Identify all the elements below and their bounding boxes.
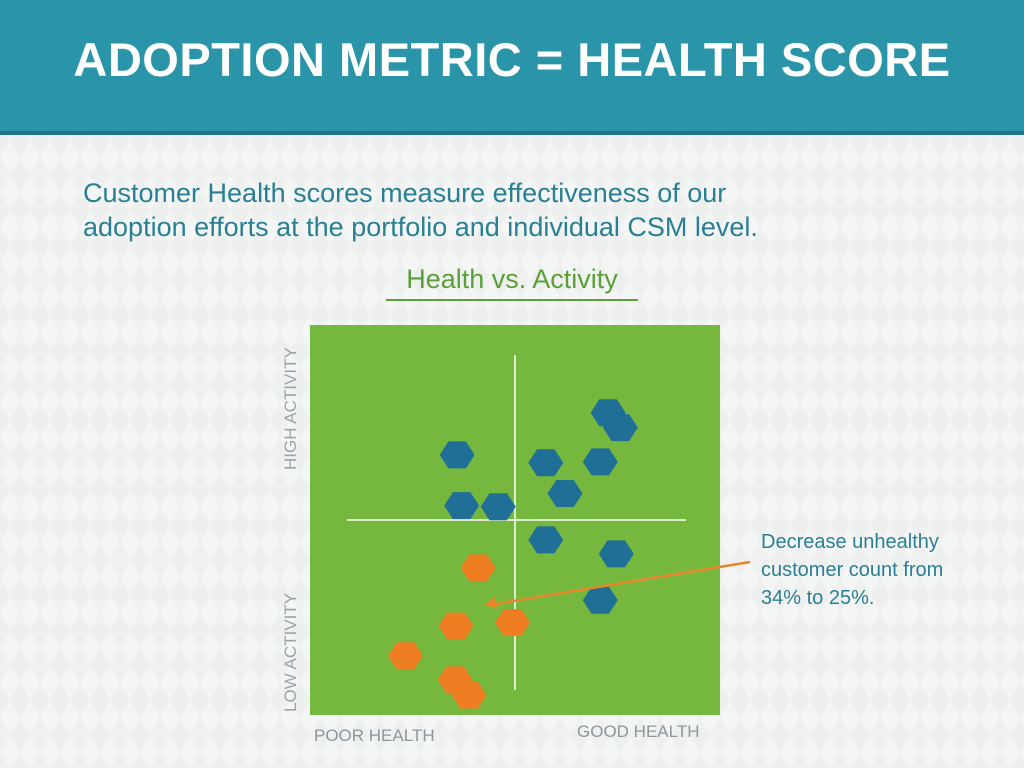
marker-group — [388, 399, 638, 709]
healthy-customer-marker — [480, 493, 516, 521]
chart-title: Health vs. Activity — [386, 264, 638, 301]
healthy-customer-marker — [598, 540, 634, 568]
unhealthy-customer-marker — [388, 642, 423, 670]
intro-text: Customer Health scores measure effective… — [83, 176, 943, 244]
annotation-arrowhead — [484, 596, 497, 609]
annotation-line-3: 34% to 25%. — [761, 587, 875, 609]
page-title: ADOPTION METRIC = HEALTH SCORE — [73, 33, 951, 86]
annotation-arrow — [492, 560, 751, 606]
intro-line-1: Customer Health scores measure effective… — [83, 178, 727, 208]
title-banner: ADOPTION METRIC = HEALTH SCORE — [0, 0, 1024, 135]
annotation-line-2: customer count from — [761, 559, 944, 581]
unhealthy-customer-marker — [451, 681, 487, 709]
x-axis-label-poor: POOR HEALTH — [314, 726, 435, 745]
healthy-customer-marker — [444, 492, 480, 520]
healthy-customer-marker — [582, 448, 618, 476]
intro-line-2: adoption efforts at the portfolio and in… — [83, 212, 758, 242]
annotation-line-1: Decrease unhealthy — [761, 531, 939, 553]
unhealthy-customer-marker — [495, 609, 530, 637]
healthy-customer-marker — [528, 449, 564, 477]
healthy-customer-marker — [528, 526, 564, 554]
x-axis-label-good: GOOD HEALTH — [577, 722, 700, 741]
healthy-customer-marker — [439, 441, 475, 469]
healthy-customer-marker — [602, 414, 638, 442]
annotation-text: Decrease unhealthy customer count from 3… — [761, 528, 1021, 612]
healthy-customer-marker — [547, 480, 583, 507]
unhealthy-customer-marker — [438, 612, 474, 640]
y-axis-label-high: HIGH ACTIVITY — [281, 347, 300, 470]
unhealthy-customer-marker — [460, 554, 496, 582]
y-axis-label-low: LOW ACTIVITY — [281, 592, 300, 712]
healthy-customer-marker — [582, 586, 618, 614]
